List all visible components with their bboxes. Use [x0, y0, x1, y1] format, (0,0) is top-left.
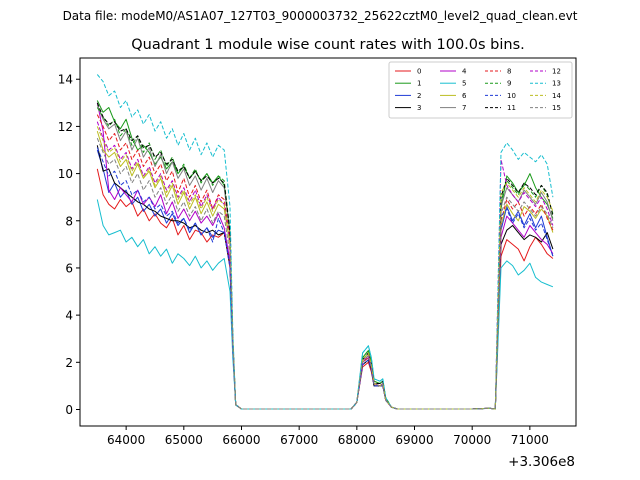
x-tick-label: 66000 — [222, 433, 260, 447]
series-line-15 — [96, 138, 554, 410]
legend-label-8: 8 — [507, 68, 511, 76]
figure-suptitle: Data file: modeM0/AS1A07_127T03_90000037… — [63, 9, 578, 23]
x-tick-label: 68000 — [338, 433, 376, 447]
y-axis-ticks: 0 2 4 6 8 10 12 14 — [58, 73, 80, 417]
y-tick-label: 8 — [65, 214, 73, 228]
legend-label-4: 4 — [462, 68, 467, 76]
y-tick-label: 6 — [65, 261, 73, 275]
legend-label-10: 10 — [507, 92, 516, 100]
series-line-3 — [96, 145, 554, 410]
series-line-7 — [96, 105, 554, 410]
chart-title: Quadrant 1 module wise count rates with … — [131, 37, 525, 53]
series-line-9 — [96, 107, 554, 410]
x-tick-label: 71000 — [511, 433, 549, 447]
x-axis-ticks: 64000 65000 66000 67000 68000 69000 70000 71000 — [107, 426, 549, 447]
y-tick-label: 14 — [58, 73, 73, 87]
series-line-5 — [96, 199, 554, 410]
legend-label-3: 3 — [417, 104, 421, 112]
y-tick-label: 0 — [65, 403, 73, 417]
legend-label-14: 14 — [552, 92, 561, 100]
x-tick-label: 69000 — [395, 433, 433, 447]
legend-label-15: 15 — [552, 104, 561, 112]
x-axis-offset-label: +3.306e8 — [508, 454, 575, 470]
y-tick-label: 2 — [65, 356, 73, 370]
series-line-6 — [96, 130, 554, 410]
series-line-8 — [96, 114, 554, 410]
axes-frame — [79, 57, 577, 427]
legend-label-12: 12 — [552, 68, 561, 76]
x-tick-label: 64000 — [107, 433, 145, 447]
legend-label-9: 9 — [507, 80, 511, 88]
x-tick-label: 65000 — [165, 433, 203, 447]
x-tick-label: 67000 — [280, 433, 318, 447]
legend-label-5: 5 — [462, 80, 466, 88]
legend-label-0: 0 — [417, 68, 421, 76]
y-tick-label: 10 — [58, 167, 73, 181]
plot-series-group — [96, 74, 554, 410]
y-tick-label: 4 — [65, 309, 73, 323]
series-line-13 — [96, 74, 554, 410]
legend-label-2: 2 — [417, 92, 421, 100]
series-line-11 — [96, 102, 554, 410]
series-line-14 — [96, 126, 554, 410]
series-line-4 — [96, 102, 554, 410]
series-line-1 — [96, 100, 554, 410]
legend-label-6: 6 — [462, 92, 467, 100]
legend-label-1: 1 — [417, 80, 421, 88]
x-tick-label: 70000 — [453, 433, 491, 447]
series-line-0 — [96, 168, 554, 410]
legend-label-13: 13 — [552, 80, 561, 88]
legend-label-11: 11 — [507, 104, 516, 112]
y-tick-label: 12 — [58, 120, 73, 134]
legend-box — [388, 61, 573, 119]
legend-label-7: 7 — [462, 104, 466, 112]
